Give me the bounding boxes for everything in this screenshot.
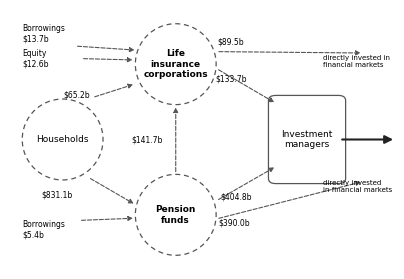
Text: $404.8b: $404.8b bbox=[220, 192, 252, 201]
Text: Equity
$12.6b: Equity $12.6b bbox=[22, 49, 49, 68]
Text: Life
insurance
corporations: Life insurance corporations bbox=[143, 49, 208, 79]
Text: directly invested
in financial markets: directly invested in financial markets bbox=[323, 181, 392, 193]
Text: $831.1b: $831.1b bbox=[42, 191, 73, 200]
Text: Pension
funds: Pension funds bbox=[156, 205, 196, 225]
Text: $65.2b: $65.2b bbox=[63, 91, 90, 100]
Text: Borrowings
$5.4b: Borrowings $5.4b bbox=[22, 220, 65, 240]
Text: $390.0b: $390.0b bbox=[218, 219, 250, 228]
Text: directly invested in
financial markets: directly invested in financial markets bbox=[323, 55, 390, 68]
Text: Borrowings
$13.7b: Borrowings $13.7b bbox=[22, 24, 65, 43]
Text: Investment
managers: Investment managers bbox=[281, 130, 333, 149]
Text: $133.7b: $133.7b bbox=[215, 74, 247, 83]
Text: $89.5b: $89.5b bbox=[217, 37, 244, 46]
Text: Households: Households bbox=[36, 135, 89, 144]
Text: $141.7b: $141.7b bbox=[131, 135, 163, 144]
